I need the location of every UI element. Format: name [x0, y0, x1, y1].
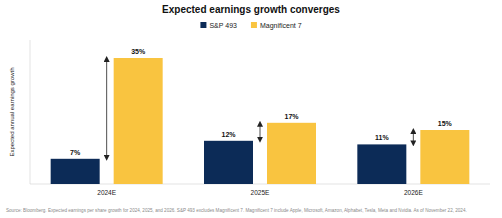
- annotations-layer: 7% 35% 2024E 12% 17% 2025E 11% 15% 2026E: [70, 48, 453, 196]
- legend: S&P 493 Magnificent 7: [200, 22, 301, 30]
- bar: [204, 141, 253, 184]
- data-label: 15%: [438, 120, 453, 127]
- legend-label: Magnificent 7: [260, 22, 302, 30]
- difference-arrow: [260, 124, 261, 140]
- bar: [357, 144, 406, 184]
- data-label: 17%: [284, 113, 299, 120]
- bar: [267, 123, 316, 184]
- bar: [114, 58, 163, 184]
- data-label: 11%: [375, 134, 389, 141]
- data-label: 7%: [70, 149, 81, 156]
- bars: [51, 58, 470, 184]
- bar: [420, 130, 469, 184]
- y-axis-label: Expected annual earnings growth: [9, 67, 15, 156]
- legend-item: S&P 493: [200, 22, 237, 29]
- difference-arrow: [413, 131, 414, 143]
- bar: [51, 159, 100, 184]
- difference-arrow: [106, 59, 107, 158]
- data-label: 35%: [131, 48, 146, 55]
- x-tick-label: 2026E: [404, 189, 423, 196]
- chart-root: Expected earnings growth converges S&P 49…: [0, 0, 502, 218]
- data-label: 12%: [221, 131, 236, 138]
- legend-swatch: [251, 22, 257, 28]
- source-note: Source: Bloomberg. Expected earnings per…: [6, 208, 467, 213]
- title: Expected earnings growth converges: [162, 4, 340, 15]
- legend-item: Magnificent 7: [251, 22, 302, 30]
- legend-label: S&P 493: [209, 22, 237, 29]
- legend-swatch: [200, 22, 206, 28]
- x-tick-label: 2024E: [97, 189, 116, 196]
- y-axis-line: [30, 40, 31, 184]
- x-tick-label: 2025E: [251, 189, 270, 196]
